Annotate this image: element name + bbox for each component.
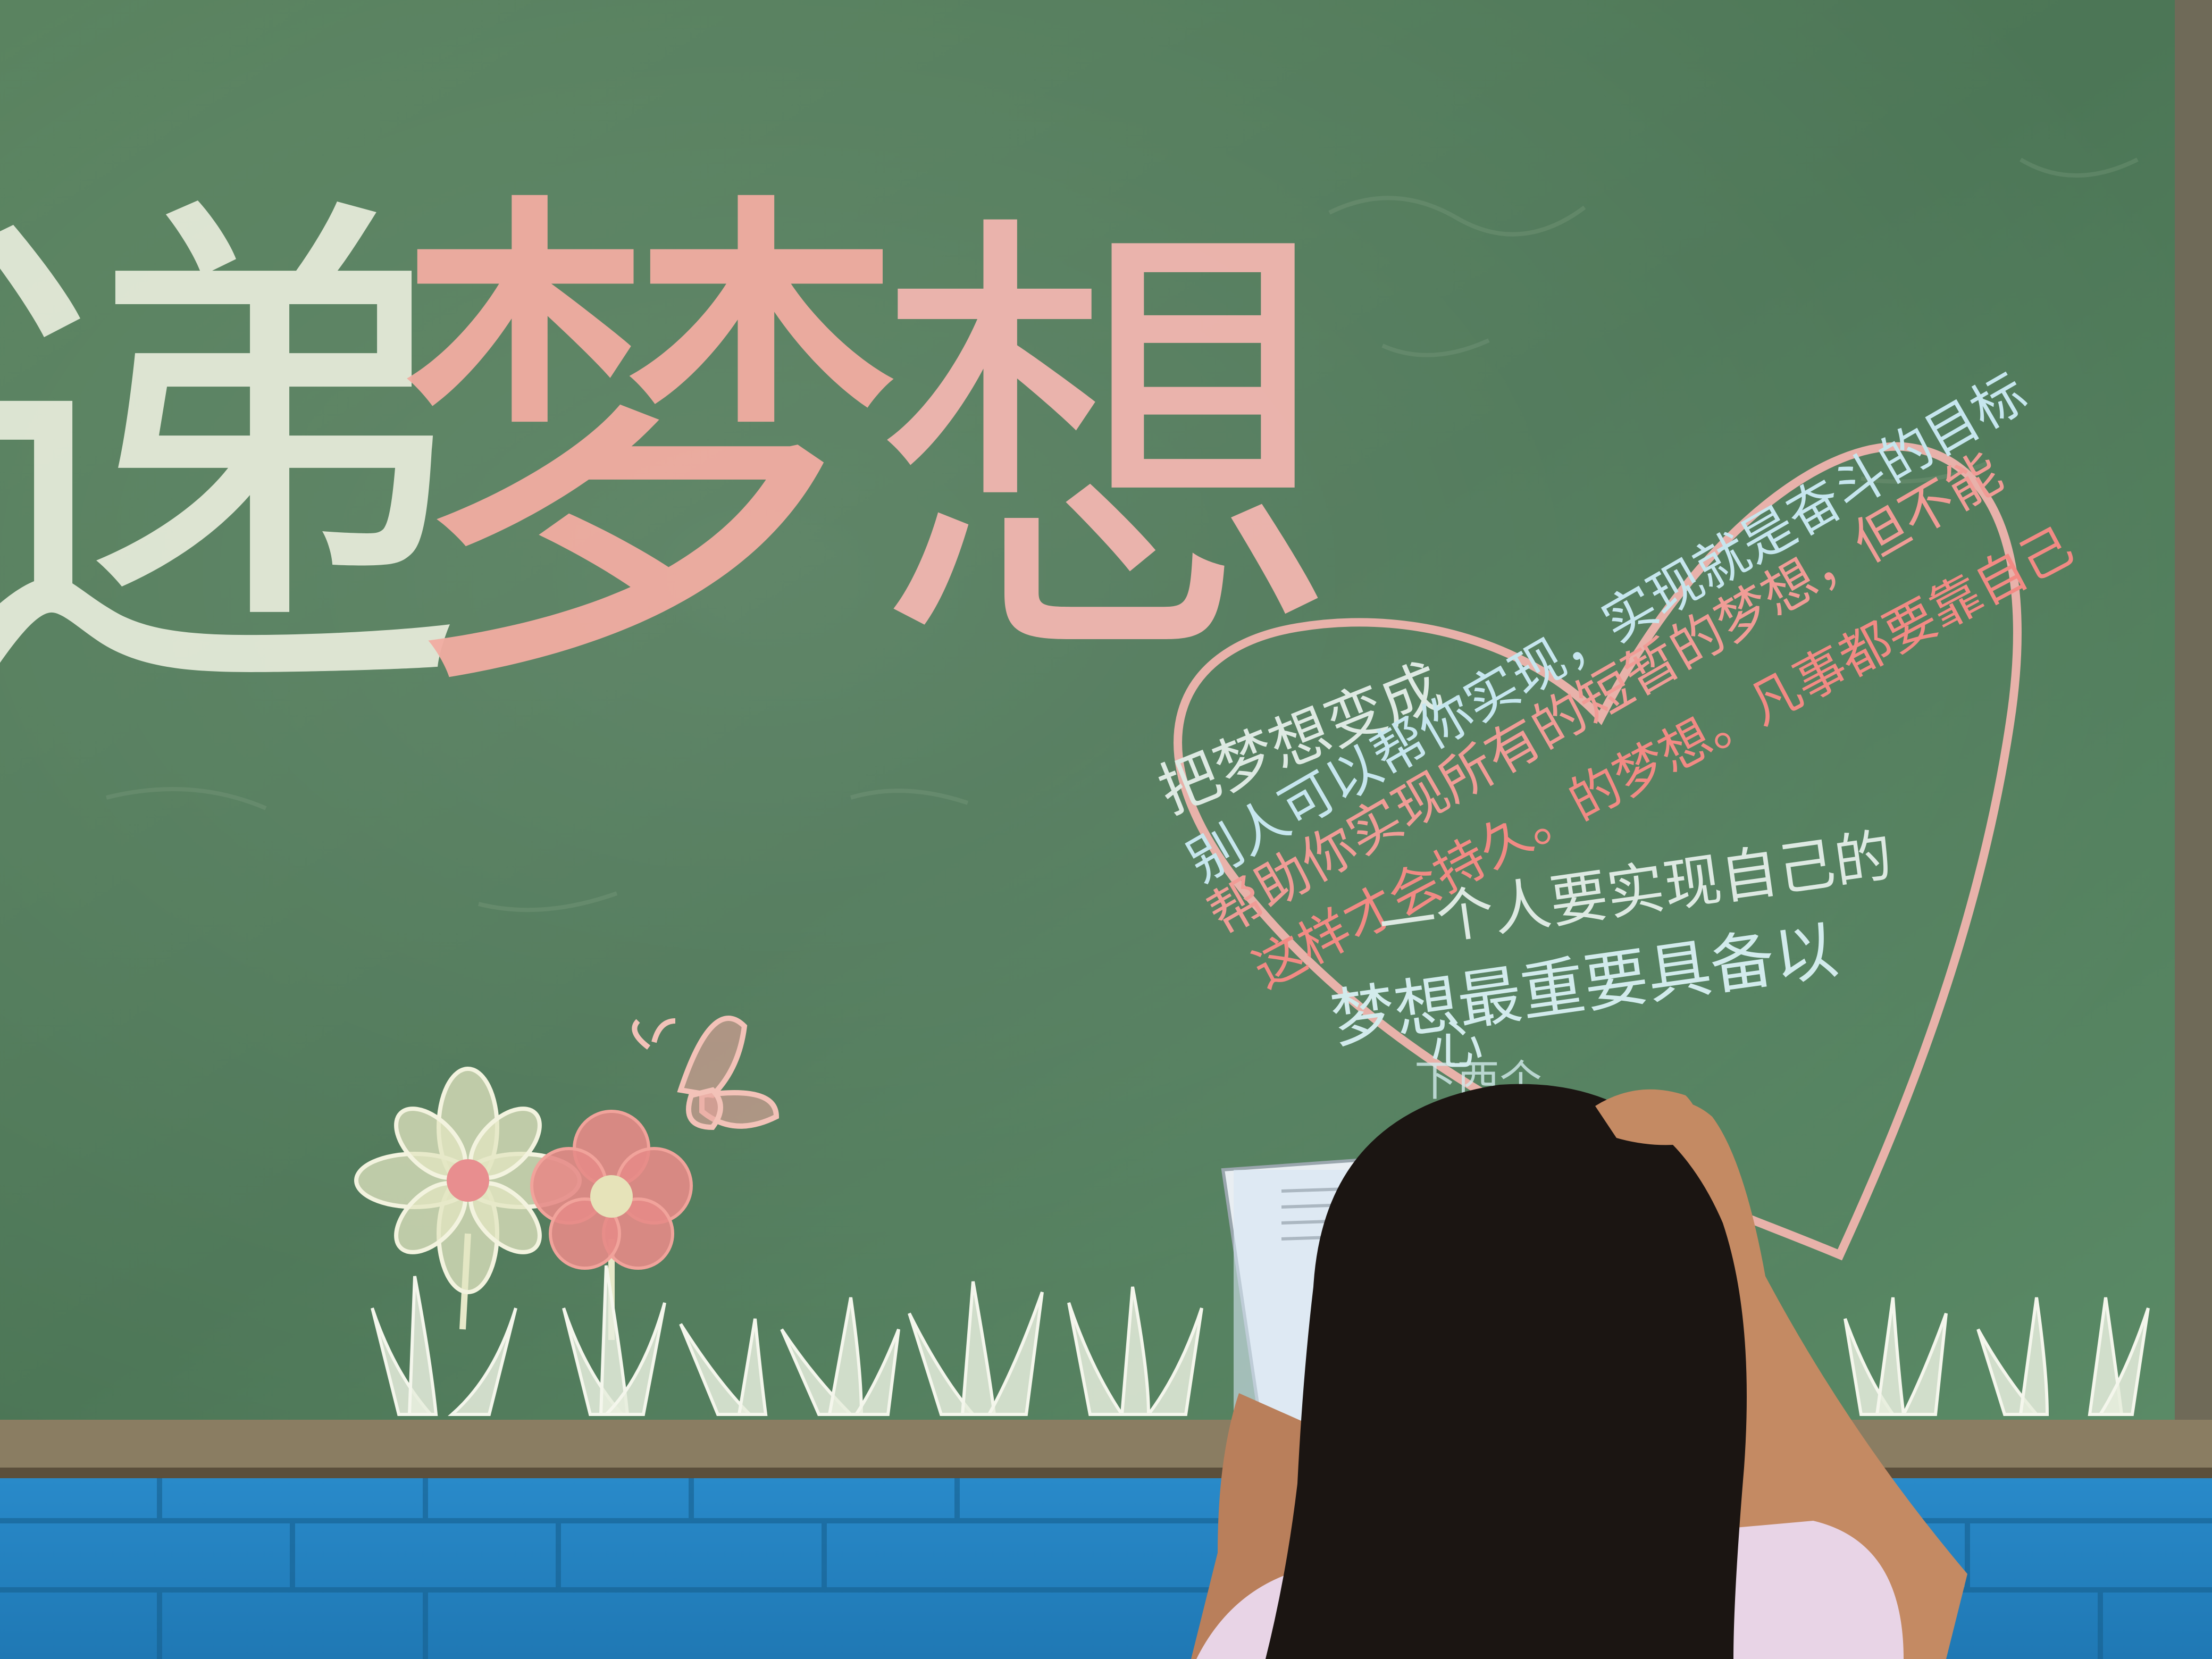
title-char-di: 递 [0, 155, 468, 774]
title-char-meng: 梦 [388, 149, 909, 756]
chalk-grass [371, 1265, 2150, 1416]
girl-writing [1191, 1084, 1967, 1659]
chalk-flower-pink [530, 1110, 693, 1340]
chalk-flower-white [354, 1067, 582, 1330]
board-right-frame [2175, 0, 2212, 1478]
chalk-butterfly [632, 1016, 780, 1130]
girl-hair [1266, 1084, 1747, 1659]
chalk-heart [1174, 442, 2022, 1261]
erased-chalk-smudges [106, 157, 2139, 912]
girl-hand [1595, 1089, 1698, 1145]
sun-glare [0, 0, 2180, 1436]
title-char-xiang: 想 [872, 177, 1340, 722]
heart-line-7: 心 [1430, 1014, 1484, 1076]
